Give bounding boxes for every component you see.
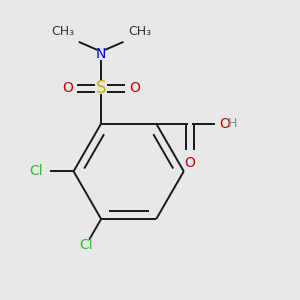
Text: CH₃: CH₃ — [128, 25, 151, 38]
Text: Cl: Cl — [30, 164, 44, 178]
Text: N: N — [96, 47, 106, 61]
Text: S: S — [96, 79, 106, 97]
Text: O: O — [219, 117, 230, 130]
Text: Cl: Cl — [79, 238, 93, 252]
Text: O: O — [184, 156, 195, 170]
Text: CH₃: CH₃ — [51, 25, 74, 38]
Text: O: O — [62, 81, 73, 95]
Text: O: O — [130, 81, 140, 95]
Text: H: H — [227, 117, 237, 130]
